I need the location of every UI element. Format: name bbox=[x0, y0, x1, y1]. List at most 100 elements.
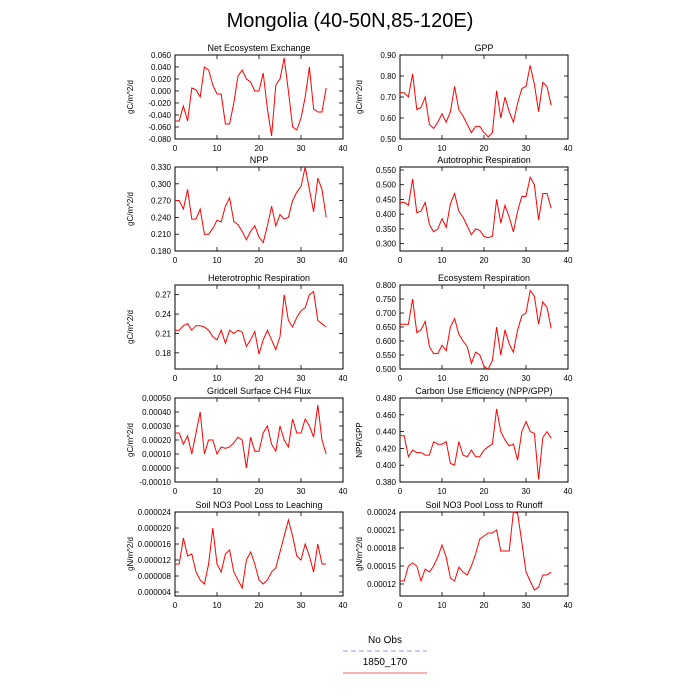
y-tick-label: 0.300 bbox=[376, 240, 397, 249]
series-line bbox=[400, 289, 552, 370]
x-tick-label: 0 bbox=[398, 601, 403, 610]
x-tick-label: 20 bbox=[255, 256, 264, 265]
x-tick-label: 0 bbox=[173, 144, 178, 153]
plot-frame bbox=[174, 284, 344, 370]
y-tick-label: 0.00050 bbox=[142, 394, 171, 403]
x-tick-label: 0 bbox=[398, 144, 403, 153]
x-tick-label: 40 bbox=[339, 256, 348, 265]
x-tick-label: 40 bbox=[339, 144, 348, 153]
series-line bbox=[400, 175, 552, 239]
y-axis-label: gC/m^2/d bbox=[126, 423, 135, 457]
series-line bbox=[400, 408, 552, 480]
y-tick-label: 0.650 bbox=[376, 323, 397, 332]
y-tick-label: 0.550 bbox=[376, 351, 397, 360]
x-tick-label: 30 bbox=[297, 601, 306, 610]
x-tick-label: 30 bbox=[522, 144, 531, 153]
x-tick-label: 30 bbox=[297, 144, 306, 153]
y-tick-label: 0.00020 bbox=[142, 436, 171, 445]
y-tick-label: -0.060 bbox=[148, 123, 171, 132]
chart-title: Soil NO3 Pool Loss to Runoff bbox=[426, 500, 543, 510]
y-tick-label: 0.550 bbox=[376, 166, 397, 175]
y-tick-label: 0.90 bbox=[380, 51, 396, 60]
chart-title: Autotrophic Respiration bbox=[437, 155, 531, 165]
y-tick-label: 0.60 bbox=[380, 114, 396, 123]
y-tick-label: 0.000 bbox=[151, 87, 172, 96]
x-tick-label: 10 bbox=[438, 601, 447, 610]
y-tick-label: 0.480 bbox=[376, 394, 397, 403]
y-tick-label: 0.270 bbox=[151, 197, 172, 206]
y-tick-label: 0.18 bbox=[155, 349, 171, 358]
series-line bbox=[175, 404, 327, 469]
plot-frame bbox=[399, 511, 569, 597]
chart-panel: Soil NO3 Pool Loss to Runoff 0 10 20 30 40 0.0… bbox=[355, 500, 573, 610]
x-tick-label: 0 bbox=[398, 487, 403, 496]
x-tick-label: 40 bbox=[564, 601, 573, 610]
x-tick-label: 20 bbox=[480, 487, 489, 496]
y-axis-label: gN/m^2/d bbox=[126, 537, 135, 571]
chart-title: Gridcell Surface CH4 Flux bbox=[207, 386, 312, 396]
x-tick-label: 10 bbox=[213, 256, 222, 265]
y-tick-label: 0.000016 bbox=[138, 540, 172, 549]
y-tick-label: 0.440 bbox=[376, 428, 397, 437]
x-tick-label: 10 bbox=[438, 144, 447, 153]
y-tick-label: 0.21 bbox=[155, 329, 171, 338]
series-line bbox=[175, 290, 327, 355]
y-tick-label: 0.210 bbox=[151, 230, 172, 239]
y-tick-label: 0.00012 bbox=[367, 580, 396, 589]
x-tick-label: 20 bbox=[480, 601, 489, 610]
y-tick-label: 0.00021 bbox=[367, 526, 396, 535]
x-tick-label: 40 bbox=[564, 374, 573, 383]
y-tick-label: 0.80 bbox=[380, 72, 396, 81]
plot-frame bbox=[174, 397, 344, 483]
chart-panel: Heterotrophic Respiration 0 10 20 30 40 0.18 0.… bbox=[126, 273, 348, 383]
y-tick-label: 0.00015 bbox=[367, 562, 396, 571]
x-tick-label: 10 bbox=[213, 144, 222, 153]
chart-title: Heterotrophic Respiration bbox=[208, 273, 310, 283]
x-tick-label: 0 bbox=[173, 487, 178, 496]
series-line bbox=[400, 511, 552, 591]
series-line bbox=[175, 166, 327, 244]
y-tick-label: 0.50 bbox=[380, 135, 396, 144]
chart-panel: Autotrophic Respiration 0 10 20 30 40 0.300 0.3… bbox=[376, 155, 573, 265]
y-tick-label: 0.00000 bbox=[142, 464, 171, 473]
series-line bbox=[175, 518, 327, 590]
y-tick-label: 0.000020 bbox=[138, 524, 172, 533]
y-axis-label: gC/m^2/d bbox=[126, 80, 135, 114]
y-tick-label: 0.040 bbox=[151, 63, 172, 72]
x-tick-label: 30 bbox=[522, 256, 531, 265]
y-tick-label: 0.000024 bbox=[138, 508, 172, 517]
x-tick-label: 30 bbox=[297, 487, 306, 496]
y-tick-label: 0.000004 bbox=[138, 588, 172, 597]
x-tick-label: 40 bbox=[564, 256, 573, 265]
x-tick-label: 30 bbox=[522, 374, 531, 383]
x-tick-label: 10 bbox=[438, 374, 447, 383]
x-tick-label: 20 bbox=[480, 256, 489, 265]
y-tick-label: 0.350 bbox=[376, 225, 397, 234]
plot-frame bbox=[399, 284, 569, 370]
y-tick-label: 0.00040 bbox=[142, 408, 171, 417]
chart-title: Soil NO3 Pool Loss to Leaching bbox=[195, 500, 322, 510]
chart-panel: NPP 0 10 20 30 40 0.180 0.210 0.240 0.270 0.300 0.3… bbox=[126, 155, 348, 265]
y-axis-label: gC/m^2/d bbox=[355, 80, 364, 114]
y-axis-label: NPP/GPP bbox=[355, 422, 364, 458]
y-tick-label: 0.600 bbox=[376, 337, 397, 346]
chart-panel: Ecosystem Respiration 0 10 20 30 40 0.500 0.550… bbox=[376, 273, 573, 383]
y-tick-label: 0.00030 bbox=[142, 422, 171, 431]
y-axis-label: gC/m^2/d bbox=[126, 310, 135, 344]
y-tick-label: 0.800 bbox=[376, 281, 397, 290]
x-tick-label: 30 bbox=[522, 601, 531, 610]
y-tick-label: 0.000008 bbox=[138, 572, 172, 581]
x-tick-label: 10 bbox=[213, 601, 222, 610]
chart-title: NPP bbox=[250, 155, 269, 165]
y-tick-label: 0.400 bbox=[376, 461, 397, 470]
x-tick-label: 40 bbox=[339, 601, 348, 610]
x-tick-label: 30 bbox=[297, 256, 306, 265]
chart-title: Carbon Use Efficiency (NPP/GPP) bbox=[415, 386, 552, 396]
y-tick-label: -0.040 bbox=[148, 111, 171, 120]
y-tick-label: -0.080 bbox=[148, 135, 171, 144]
x-tick-label: 20 bbox=[480, 374, 489, 383]
legend: No Obs 1850_170 bbox=[343, 635, 427, 674]
chart-panel: GPP 0 10 20 30 40 0.50 0.60 0.70 0.80 0.90 gC/m^2/d bbox=[355, 43, 573, 153]
y-tick-label: 0.020 bbox=[151, 75, 172, 84]
